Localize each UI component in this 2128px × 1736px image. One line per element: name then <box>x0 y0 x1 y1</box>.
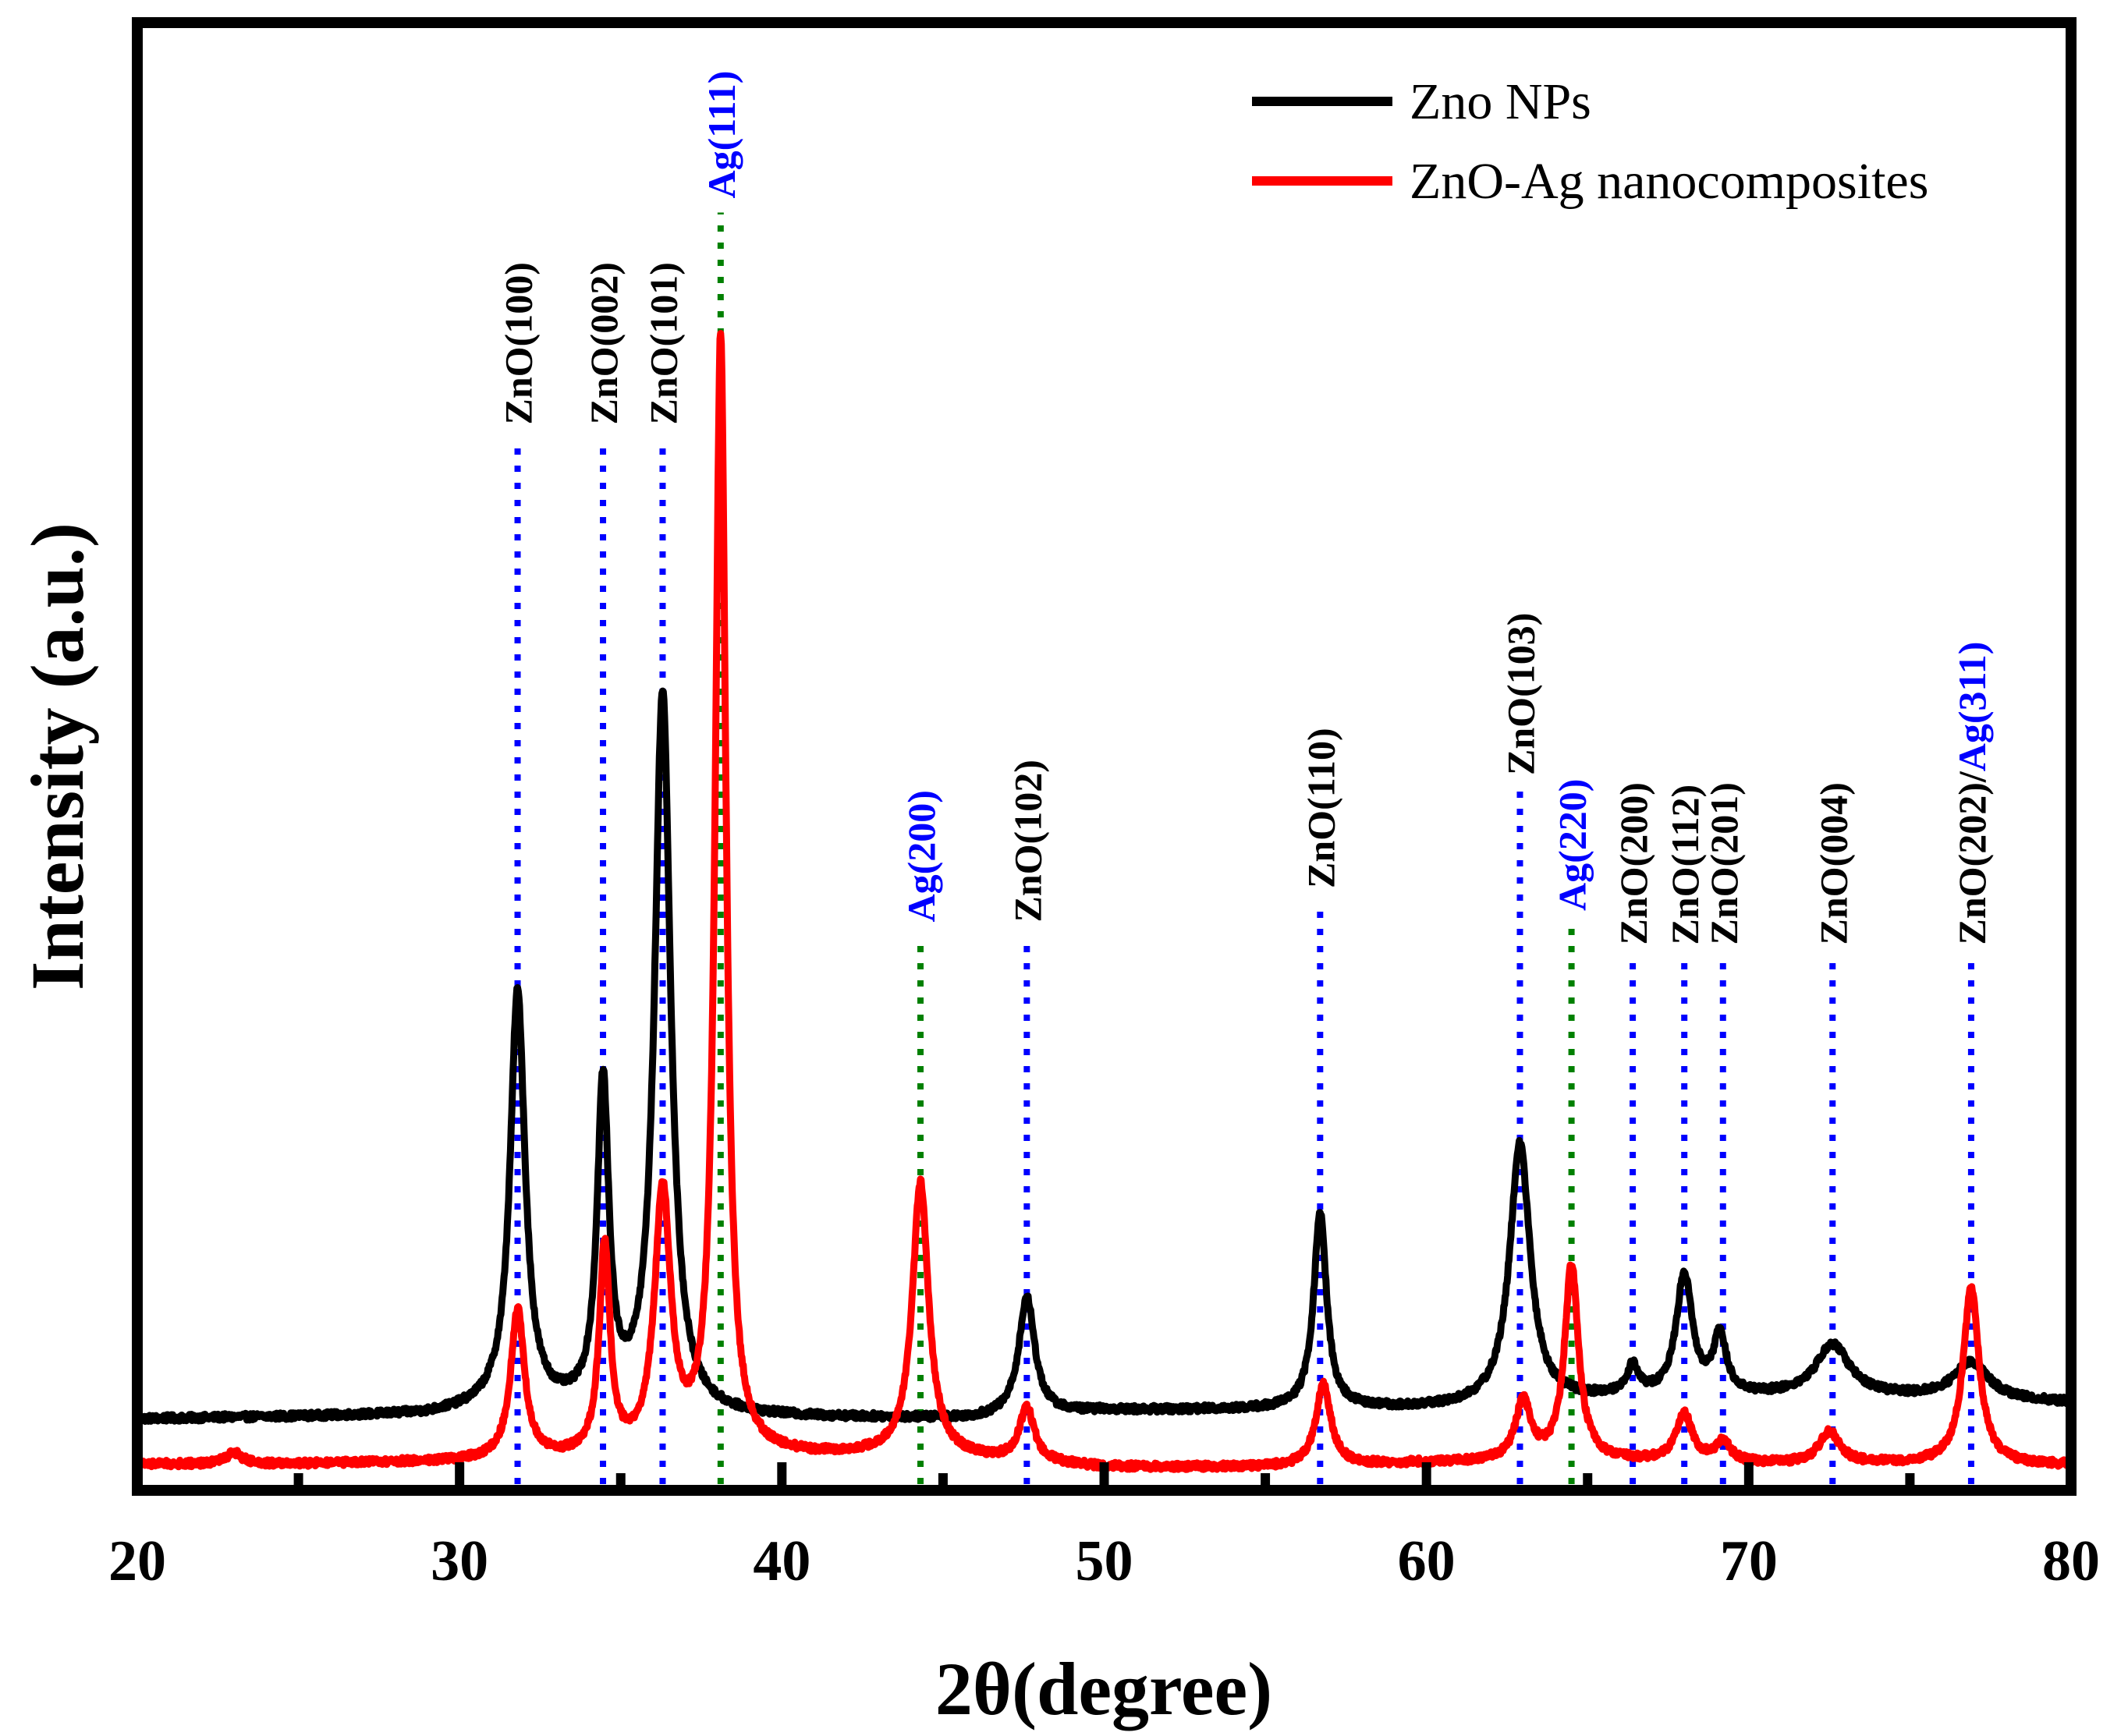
peak-label: ZnO(200) <box>1612 782 1655 944</box>
peak-label: ZnO(103) <box>1498 613 1542 775</box>
legend-label: ZnO-Ag nanocomposites <box>1410 153 1928 210</box>
peak-label: Ag(220) <box>1551 779 1594 911</box>
peak-label: ZnO(112) <box>1663 785 1707 945</box>
series-line-zno-ag <box>133 330 2075 1473</box>
x-tick-label: 30 <box>431 1529 488 1593</box>
peak-label: ZnO(102) <box>1005 760 1049 922</box>
peak-label: ZnO(202)/Ag(311) <box>1950 642 1994 945</box>
x-tick-label: 50 <box>1076 1529 1133 1593</box>
x-tick-label: 40 <box>753 1529 810 1593</box>
peak-label: ZnO(110) <box>1299 728 1342 888</box>
peak-label: ZnO(101) <box>641 262 685 424</box>
x-ticks: 20 30 40 50 60 70 80 <box>108 1462 2100 1593</box>
x-tick-label: 60 <box>1398 1529 1456 1593</box>
plot-frame <box>132 17 2077 1496</box>
peak-label-part: Ag(311) <box>1950 642 1994 772</box>
peak-label: ZnO(002) <box>582 262 626 424</box>
legend-label: Zno NPs <box>1410 73 1591 130</box>
peak-label: ZnO(100) <box>497 262 541 424</box>
peak-label-part: ZnO(202)/ <box>1950 771 1994 944</box>
peak-labels: ZnO(100) ZnO(002) ZnO(101) Ag(111) Ag(200) Zn… <box>497 71 1994 945</box>
x-tick-label: 20 <box>108 1529 166 1593</box>
x-axis-title: 2θ(degree) <box>935 1647 1272 1731</box>
peak-label: Ag(200) <box>899 790 943 922</box>
series-group <box>133 330 2075 1473</box>
peak-label: Ag(111) <box>700 71 743 199</box>
peak-label: ZnO(004) <box>1811 782 1855 944</box>
legend: Zno NPs ZnO-Ag nanocomposites <box>1252 73 1928 210</box>
x-tick-label: 80 <box>2042 1529 2100 1593</box>
x-tick-label: 70 <box>1720 1529 1778 1593</box>
peak-label: ZnO(201) <box>1702 782 1746 944</box>
y-axis-title: Intensity (a.u.) <box>16 523 99 990</box>
series-line-zno-nps <box>133 687 2075 1425</box>
